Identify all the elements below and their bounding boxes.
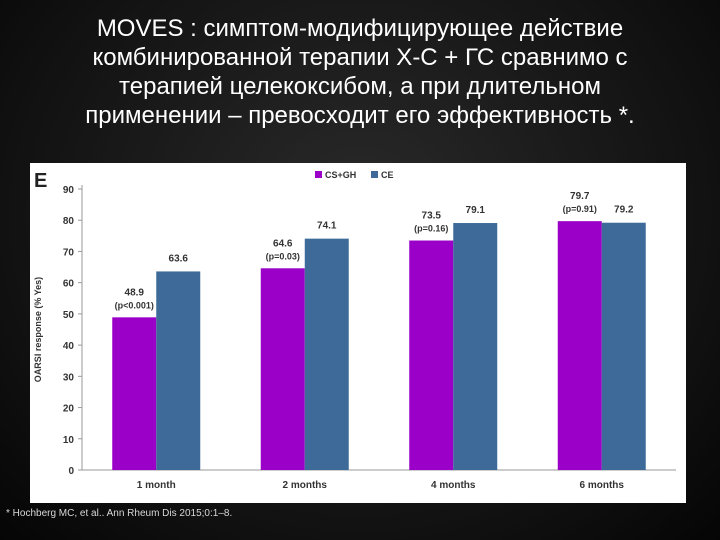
panel-label: E xyxy=(34,170,47,192)
y-tick-label: 10 xyxy=(63,435,75,446)
y-tick-label: 60 xyxy=(63,279,75,290)
legend-label: CS+GH xyxy=(325,170,356,180)
bar xyxy=(156,271,201,470)
p-value-label: (p=0.16) xyxy=(414,224,448,234)
chart-panel: E 0 10 20 30 40 50 60 70 80 90 OARSI response (% Ye… xyxy=(30,163,686,503)
p-value-label: (p<0.001) xyxy=(115,300,154,310)
y-tick-label: 20 xyxy=(63,404,75,415)
data-label: 79.1 xyxy=(466,205,486,216)
y-tick-label: 50 xyxy=(63,310,75,321)
y-tick-label: 80 xyxy=(63,216,75,227)
title-line-1: MOVES : симптом-модифицирующее действие xyxy=(96,15,624,42)
p-value-label: (p=0.03) xyxy=(266,251,300,261)
legend-swatch-ce xyxy=(371,171,378,178)
data-label: 64.6 xyxy=(273,238,293,249)
footnote: * Hochberg MC, et al.. Ann Rheum Dis 201… xyxy=(6,508,233,519)
bar-chart: E 0 10 20 30 40 50 60 70 80 90 OARSI response (% Ye… xyxy=(33,170,676,491)
bar xyxy=(601,222,646,470)
x-tick-label: 2 months xyxy=(283,480,328,491)
y-tick-label: 70 xyxy=(63,247,75,258)
bar xyxy=(557,221,602,470)
y-tick-label: 90 xyxy=(63,185,75,196)
y-tick-label: 40 xyxy=(63,341,75,352)
p-value-label: (p=0.91) xyxy=(563,204,597,214)
y-tick-label: 30 xyxy=(63,372,75,383)
bar xyxy=(409,240,454,470)
data-label: 74.1 xyxy=(317,221,337,232)
x-tick-label: 6 months xyxy=(580,480,625,491)
bar xyxy=(453,223,498,470)
title-line-3: терапией целекоксибом, а при длительном xyxy=(119,73,601,100)
title-line-2: комбинированной терапии Х-С + ГС сравним… xyxy=(92,44,628,71)
y-tick-label: 0 xyxy=(68,466,74,477)
data-label: 48.9 xyxy=(125,287,145,298)
data-label: 63.6 xyxy=(169,253,189,264)
title-line-4: применении – превосходит его эффективнос… xyxy=(85,102,635,129)
bar xyxy=(112,317,157,470)
x-tick-label: 4 months xyxy=(431,480,476,491)
legend-label: CE xyxy=(381,170,394,180)
data-label: 79.7 xyxy=(570,191,590,202)
data-label: 79.2 xyxy=(614,205,634,216)
bar xyxy=(304,238,349,470)
data-label: 73.5 xyxy=(422,211,442,222)
legend-swatch-cs-gh xyxy=(315,171,322,178)
y-axis-label: OARSI response (% Yes) xyxy=(33,277,43,382)
bar xyxy=(260,268,305,470)
x-tick-label: 1 month xyxy=(137,480,176,491)
slide-title: MOVES : симптом-модифицирующее действие … xyxy=(20,14,700,130)
